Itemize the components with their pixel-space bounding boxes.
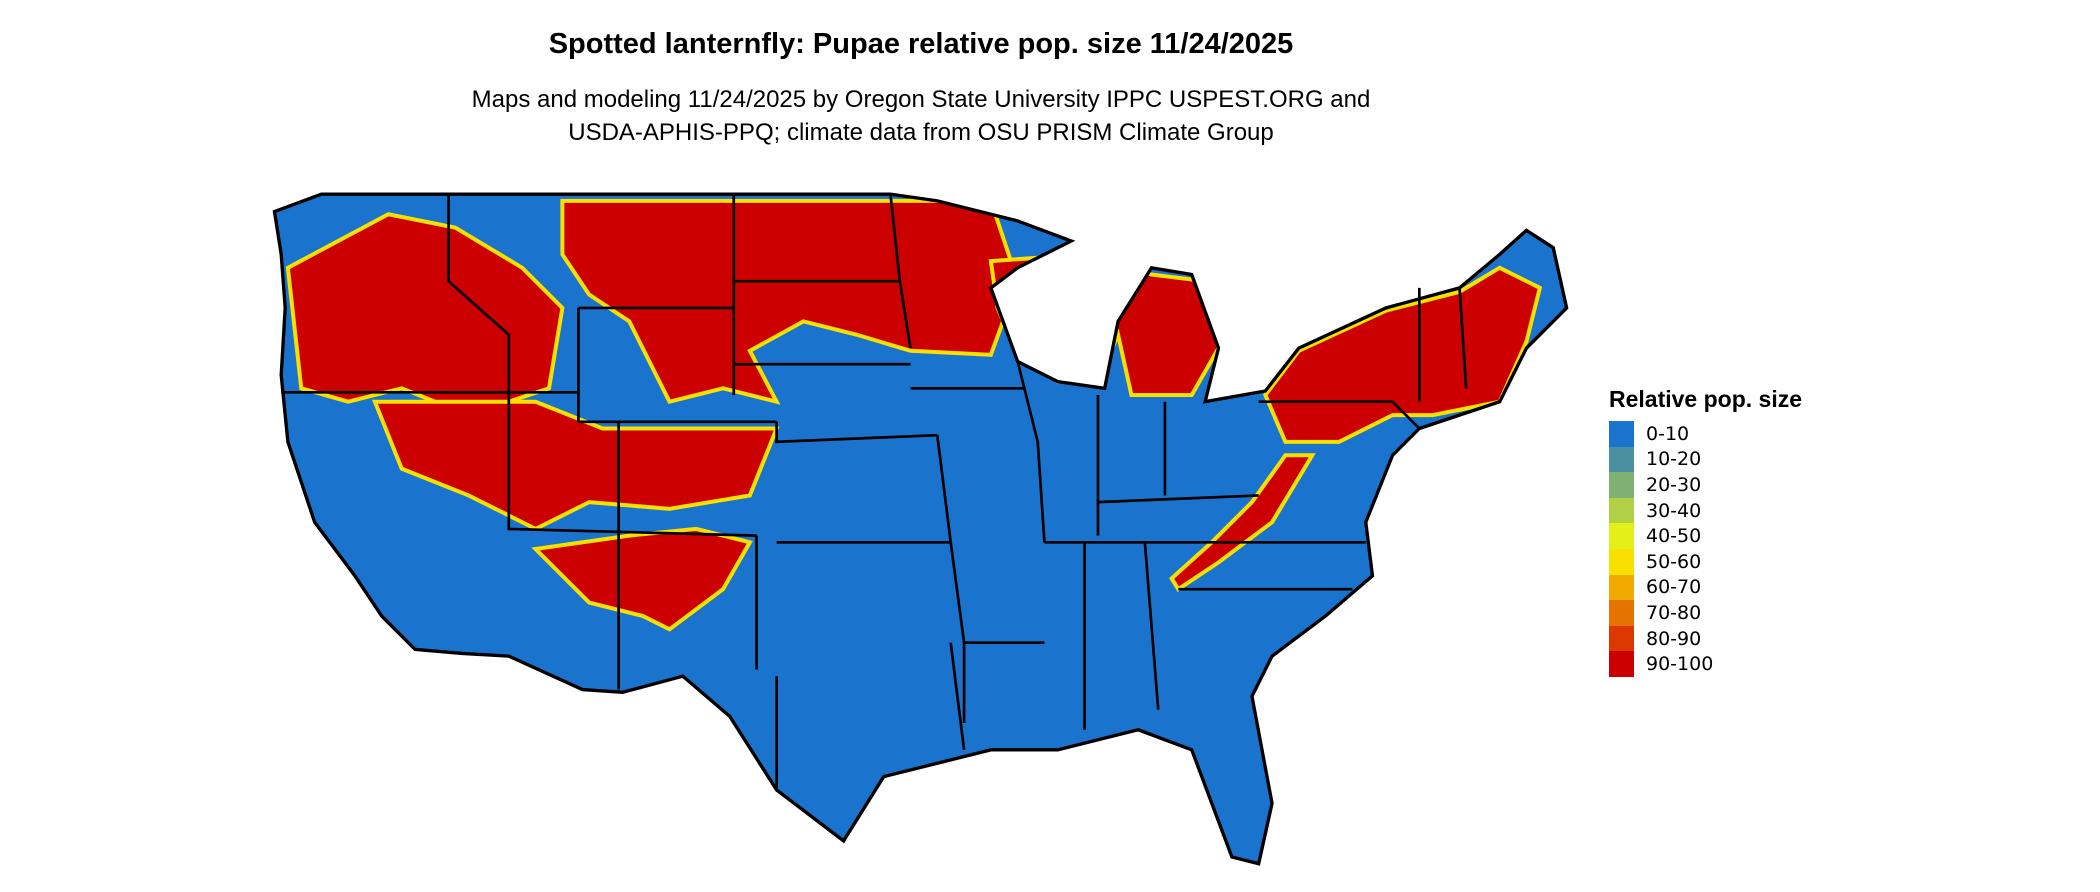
legend-swatch [1609, 625, 1634, 652]
legend-label: 80-90 [1646, 627, 1702, 650]
legend-item: 20-30 [1609, 472, 1802, 498]
legend: Relative pop. size 0-10 10-20 20-30 30-40 40… [1609, 386, 1802, 677]
legend-label: 10-20 [1646, 448, 1702, 471]
contiguous-us-region [274, 194, 1567, 864]
subtitle-line-1: Maps and modeling 11/24/2025 by Oregon S… [471, 86, 1371, 113]
legend-item: 90-100 [1609, 651, 1802, 677]
legend-label: 30-40 [1646, 499, 1702, 522]
subtitle-line-2: USDA-APHIS-PPQ; climate data from OSU PR… [568, 119, 1274, 146]
high-pop-appalachians [1169, 453, 1316, 592]
high-pop-northeast [1263, 265, 1543, 444]
state-borders [272, 192, 1569, 866]
legend-swatch [1609, 574, 1634, 601]
legend-item: 30-40 [1609, 497, 1802, 524]
legend-label: 90-100 [1646, 653, 1714, 676]
legend-swatch [1609, 548, 1634, 575]
legend-label: 60-70 [1646, 576, 1702, 599]
legend-swatch [1609, 600, 1634, 626]
legend-item: 60-70 [1609, 574, 1802, 601]
map-title: Spotted lanternfly: Pupae relative pop. … [548, 28, 1294, 60]
legend-swatch [1609, 421, 1634, 447]
legend-label: 40-50 [1646, 525, 1702, 548]
high-pop-great-basin [371, 399, 780, 532]
legend-swatch [1609, 651, 1634, 677]
high-pop-pacific-northwest [285, 212, 565, 418]
legend-item: 70-80 [1609, 600, 1802, 626]
legend-label: 70-80 [1646, 601, 1702, 624]
legend-title: Relative pop. size [1609, 386, 1803, 412]
legend-item: 10-20 [1609, 446, 1802, 473]
legend-item: 0-10 [1609, 421, 1802, 447]
legend-swatch [1609, 472, 1634, 498]
legend-label: 20-30 [1646, 473, 1702, 496]
legend-swatch [1609, 446, 1634, 473]
legend-swatch [1609, 497, 1634, 524]
legend-label: 0-10 [1646, 422, 1690, 445]
legend-item: 40-50 [1609, 523, 1802, 549]
legend-swatch [1609, 523, 1634, 549]
legend-item: 80-90 [1609, 625, 1802, 652]
legend-label: 50-60 [1646, 550, 1702, 573]
legend-item: 50-60 [1609, 548, 1802, 575]
